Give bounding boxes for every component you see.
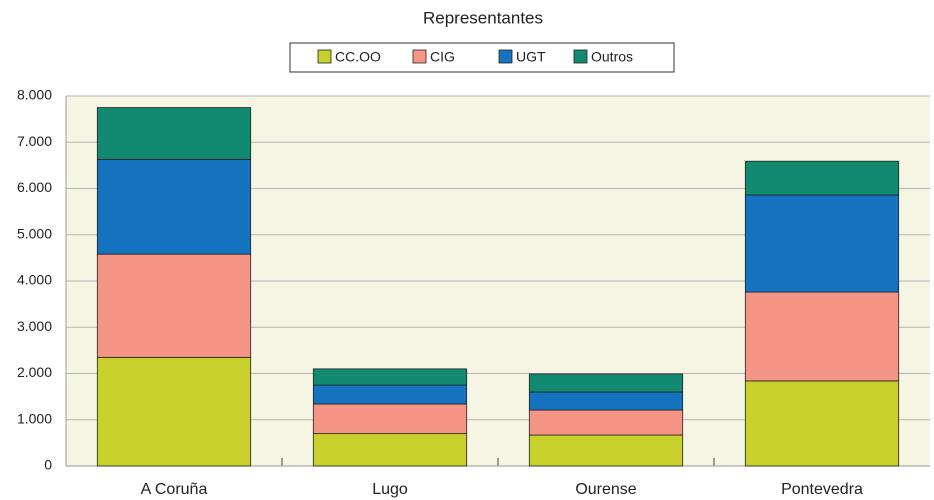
- bar-segment: [528, 373, 684, 393]
- legend-swatch: [573, 49, 588, 64]
- x-tick-label: Ourense: [575, 481, 636, 498]
- bar-segment: [744, 291, 900, 382]
- y-tick-label: 4.000: [17, 272, 52, 288]
- legend-swatch: [498, 49, 513, 64]
- legend-swatch: [412, 49, 427, 64]
- y-tick-label: 5.000: [17, 225, 52, 241]
- bar-segment: [312, 433, 468, 467]
- legend-label: CC.OO: [335, 49, 381, 65]
- legend-label: UGT: [516, 49, 546, 65]
- y-tick-label: 2.000: [17, 364, 52, 380]
- bar-segment: [744, 160, 900, 196]
- x-tick-label: Pontevedra: [781, 481, 863, 498]
- legend-label: Outros: [591, 49, 633, 65]
- bar-segment: [312, 368, 468, 386]
- x-tick-label: A Coruña: [141, 481, 208, 498]
- x-tick-label: Lugo: [372, 481, 408, 498]
- bar-segment: [528, 409, 684, 436]
- chart-title: Representantes: [423, 8, 543, 27]
- bar-segment: [96, 356, 252, 467]
- y-tick-label: 0: [44, 457, 52, 473]
- legend-swatch: [317, 49, 332, 64]
- bar-segment: [96, 253, 252, 358]
- bar-segment: [528, 391, 684, 411]
- legend-label: CIG: [430, 49, 455, 65]
- bar-segment: [312, 403, 468, 435]
- y-tick-label: 3.000: [17, 318, 52, 334]
- bar-segment: [96, 158, 252, 255]
- y-tick-label: 7.000: [17, 133, 52, 149]
- bar-segment: [312, 384, 468, 405]
- y-tick-label: 8.000: [17, 87, 52, 103]
- legend-box: [289, 42, 675, 73]
- bar-segment: [744, 380, 900, 467]
- bar-segment: [96, 107, 252, 160]
- y-tick-label: 1.000: [17, 410, 52, 426]
- bar-segment: [528, 434, 684, 467]
- y-tick-label: 6.000: [17, 179, 52, 195]
- bar-segment: [744, 194, 900, 293]
